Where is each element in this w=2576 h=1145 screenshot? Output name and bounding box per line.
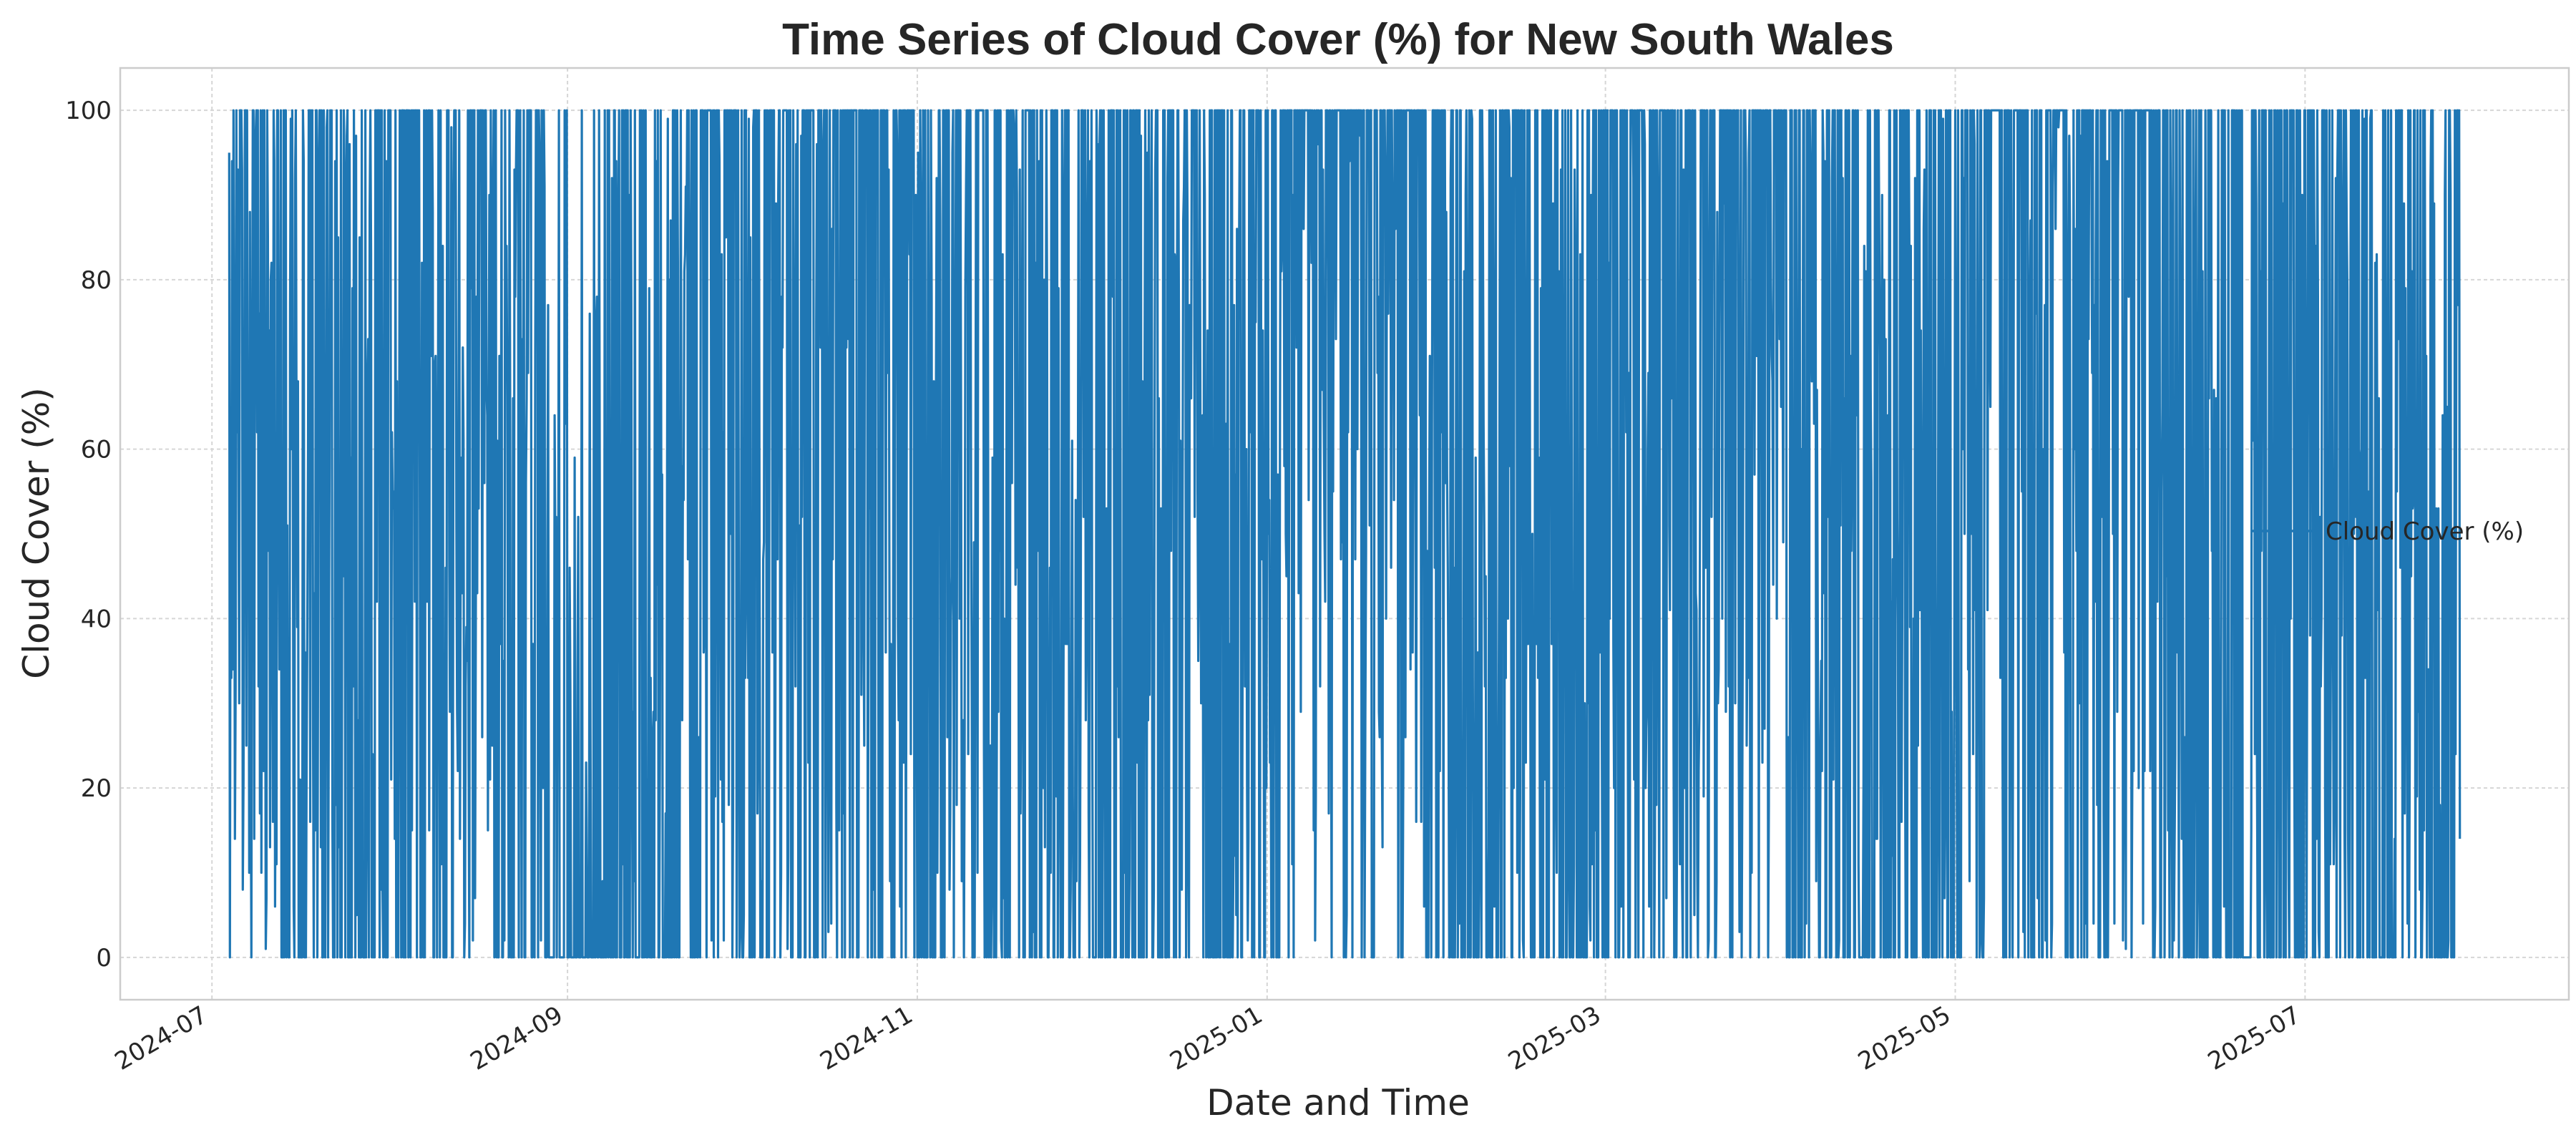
y-tick-label: 40 <box>81 605 112 633</box>
y-tick-label: 60 <box>81 436 112 464</box>
y-tick-label: 100 <box>65 97 112 125</box>
y-tick-label: 0 <box>96 944 112 973</box>
y-axis-label: Cloud Cover (%) <box>16 387 57 679</box>
plot-area <box>228 109 2462 959</box>
plot-frame <box>119 67 2570 1001</box>
y-tick-label: 20 <box>81 774 112 803</box>
legend-label-cloud-cover: Cloud Cover (%) <box>2326 517 2524 546</box>
x-axis-label: Date and Time <box>1206 1082 1470 1124</box>
legend: Cloud Cover (%) <box>2250 517 2524 546</box>
chart-title: Time Series of Cloud Cover (%) for New S… <box>782 15 1894 64</box>
y-tick-label: 80 <box>81 266 112 295</box>
series-line-cloud-cover <box>228 109 2462 959</box>
y-axis-ticks: 0 20 40 60 80 100 <box>65 97 112 973</box>
